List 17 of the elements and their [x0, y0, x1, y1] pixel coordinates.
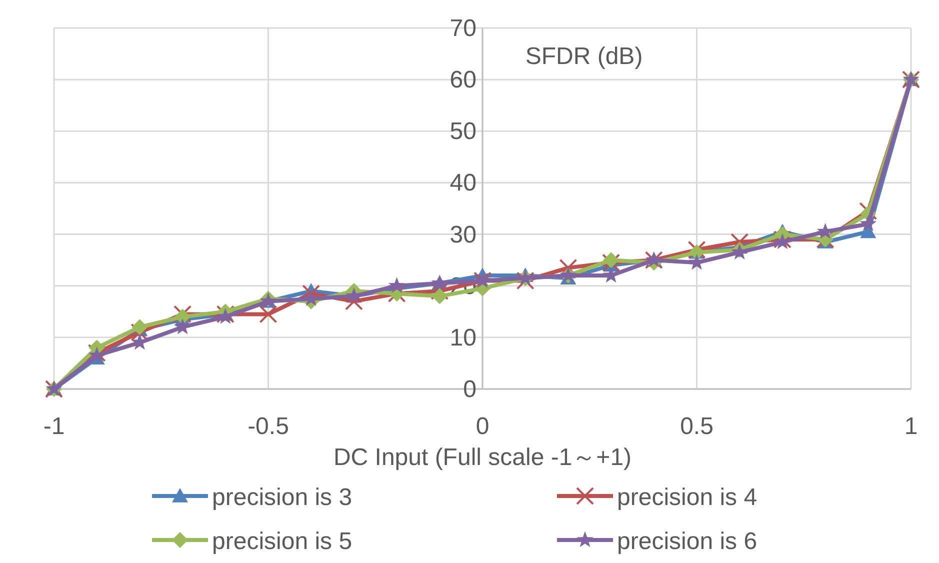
y-tick-label: 40	[450, 170, 476, 197]
y-tick-label: 50	[450, 118, 476, 146]
x-axis-title: DC Input (Full scale -1～+1)	[333, 444, 632, 471]
y-tick-label: 70	[450, 15, 476, 42]
y-tick-label: 60	[450, 66, 476, 94]
y-tick-label: 0	[463, 376, 476, 403]
legend-label: precision is 4	[617, 484, 758, 511]
legend-label: precision is 5	[212, 528, 352, 555]
x-tick-label: 1	[904, 413, 918, 440]
x-tick-label: 0.5	[680, 413, 714, 440]
legend-label: precision is 3	[212, 484, 352, 511]
legend-label: precision is 6	[617, 528, 758, 555]
x-tick-label: -0.5	[248, 413, 289, 440]
x-tick-label: -1	[43, 413, 65, 440]
text: SFDR (dB)	[525, 43, 643, 70]
y-tick-label: 30	[450, 221, 476, 248]
y-tick-label: 10	[450, 324, 476, 352]
